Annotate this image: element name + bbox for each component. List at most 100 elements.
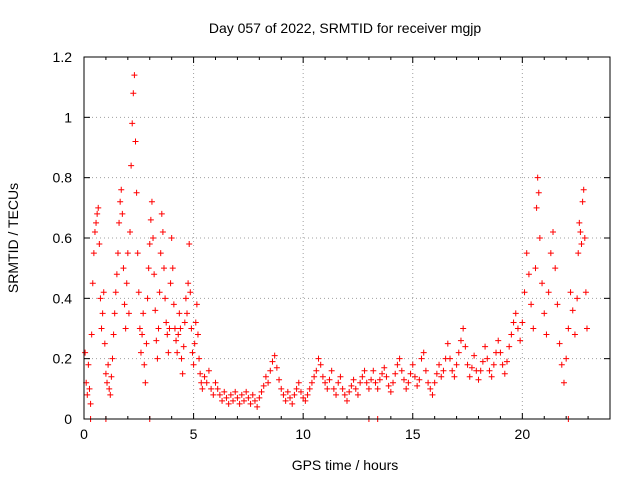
data-point — [135, 289, 142, 296]
data-point — [495, 337, 502, 344]
data-point — [141, 361, 148, 368]
data-point — [539, 280, 546, 287]
data-point — [322, 379, 329, 386]
data-point — [558, 361, 565, 368]
grid — [84, 57, 610, 419]
data-point — [521, 289, 528, 296]
data-point — [145, 265, 152, 272]
data-point — [93, 219, 100, 226]
data-point — [243, 388, 250, 395]
data-point — [514, 325, 521, 332]
data-point — [262, 373, 269, 380]
data-point — [128, 162, 135, 169]
data-point — [436, 361, 443, 368]
data-point — [368, 376, 375, 383]
data-point — [383, 373, 390, 380]
y-tick-label: 0.8 — [53, 170, 73, 186]
data-point — [162, 295, 169, 302]
data-point — [130, 90, 137, 97]
data-point — [89, 280, 96, 287]
data-point — [137, 349, 144, 356]
data-point — [341, 391, 348, 398]
data-point — [429, 391, 436, 398]
data-point — [418, 355, 425, 362]
data-point — [144, 295, 151, 302]
data-point — [136, 325, 143, 332]
data-point — [156, 289, 163, 296]
data-point — [365, 385, 372, 392]
data-point — [477, 367, 484, 374]
data-point — [512, 310, 519, 317]
data-point — [159, 228, 166, 235]
data-point — [541, 310, 548, 317]
data-point — [87, 400, 94, 407]
y-axis-label: SRMTID / TECUs — [5, 183, 21, 293]
data-point — [306, 385, 313, 392]
data-point — [525, 271, 532, 278]
y-tick-label: 1 — [64, 109, 72, 125]
data-point — [579, 198, 586, 205]
data-point — [289, 400, 296, 407]
data-point — [146, 241, 153, 248]
data-point — [486, 367, 493, 374]
data-point — [240, 397, 247, 404]
data-point — [86, 385, 93, 392]
data-point — [447, 355, 454, 362]
data-point — [387, 388, 394, 395]
data-point — [403, 385, 410, 392]
data-point — [455, 349, 462, 356]
data-point — [528, 301, 535, 308]
data-point — [203, 379, 210, 386]
data-point — [129, 120, 136, 127]
data-point — [133, 189, 140, 196]
data-point — [208, 385, 215, 392]
data-point — [499, 361, 506, 368]
data-point — [543, 331, 550, 338]
data-point — [169, 265, 176, 272]
data-point — [534, 174, 541, 181]
data-point — [148, 198, 155, 205]
data-point — [199, 385, 206, 392]
data-point — [153, 337, 160, 344]
data-point — [449, 367, 456, 374]
data-point — [484, 355, 491, 362]
data-point — [517, 337, 524, 344]
data-point — [107, 391, 114, 398]
data-point — [192, 319, 199, 326]
data-point — [236, 400, 243, 407]
data-point — [96, 241, 103, 248]
data-point — [578, 241, 585, 248]
data-point — [271, 352, 278, 359]
data-point — [580, 186, 587, 193]
data-point — [326, 376, 333, 383]
data-point — [582, 289, 589, 296]
data-point — [121, 301, 128, 308]
data-point — [201, 373, 208, 380]
data-point — [501, 370, 508, 377]
data-point — [532, 265, 539, 272]
data-point — [166, 325, 173, 332]
data-point — [295, 379, 302, 386]
data-point — [249, 391, 256, 398]
data-point — [304, 391, 311, 398]
data-point — [302, 397, 309, 404]
data-point — [254, 403, 261, 410]
data-point — [396, 355, 403, 362]
data-point — [554, 301, 561, 308]
data-point — [330, 385, 337, 392]
data-point — [182, 295, 189, 302]
data-point — [510, 319, 517, 326]
data-point — [311, 373, 318, 380]
data-point — [328, 367, 335, 374]
data-point — [363, 379, 370, 386]
data-point — [267, 367, 274, 374]
data-point — [178, 355, 185, 362]
data-point — [339, 385, 346, 392]
data-point — [560, 379, 567, 386]
data-point — [109, 355, 116, 362]
data-point — [175, 331, 182, 338]
data-point — [346, 388, 353, 395]
data-point — [131, 72, 138, 79]
data-point — [118, 186, 125, 193]
